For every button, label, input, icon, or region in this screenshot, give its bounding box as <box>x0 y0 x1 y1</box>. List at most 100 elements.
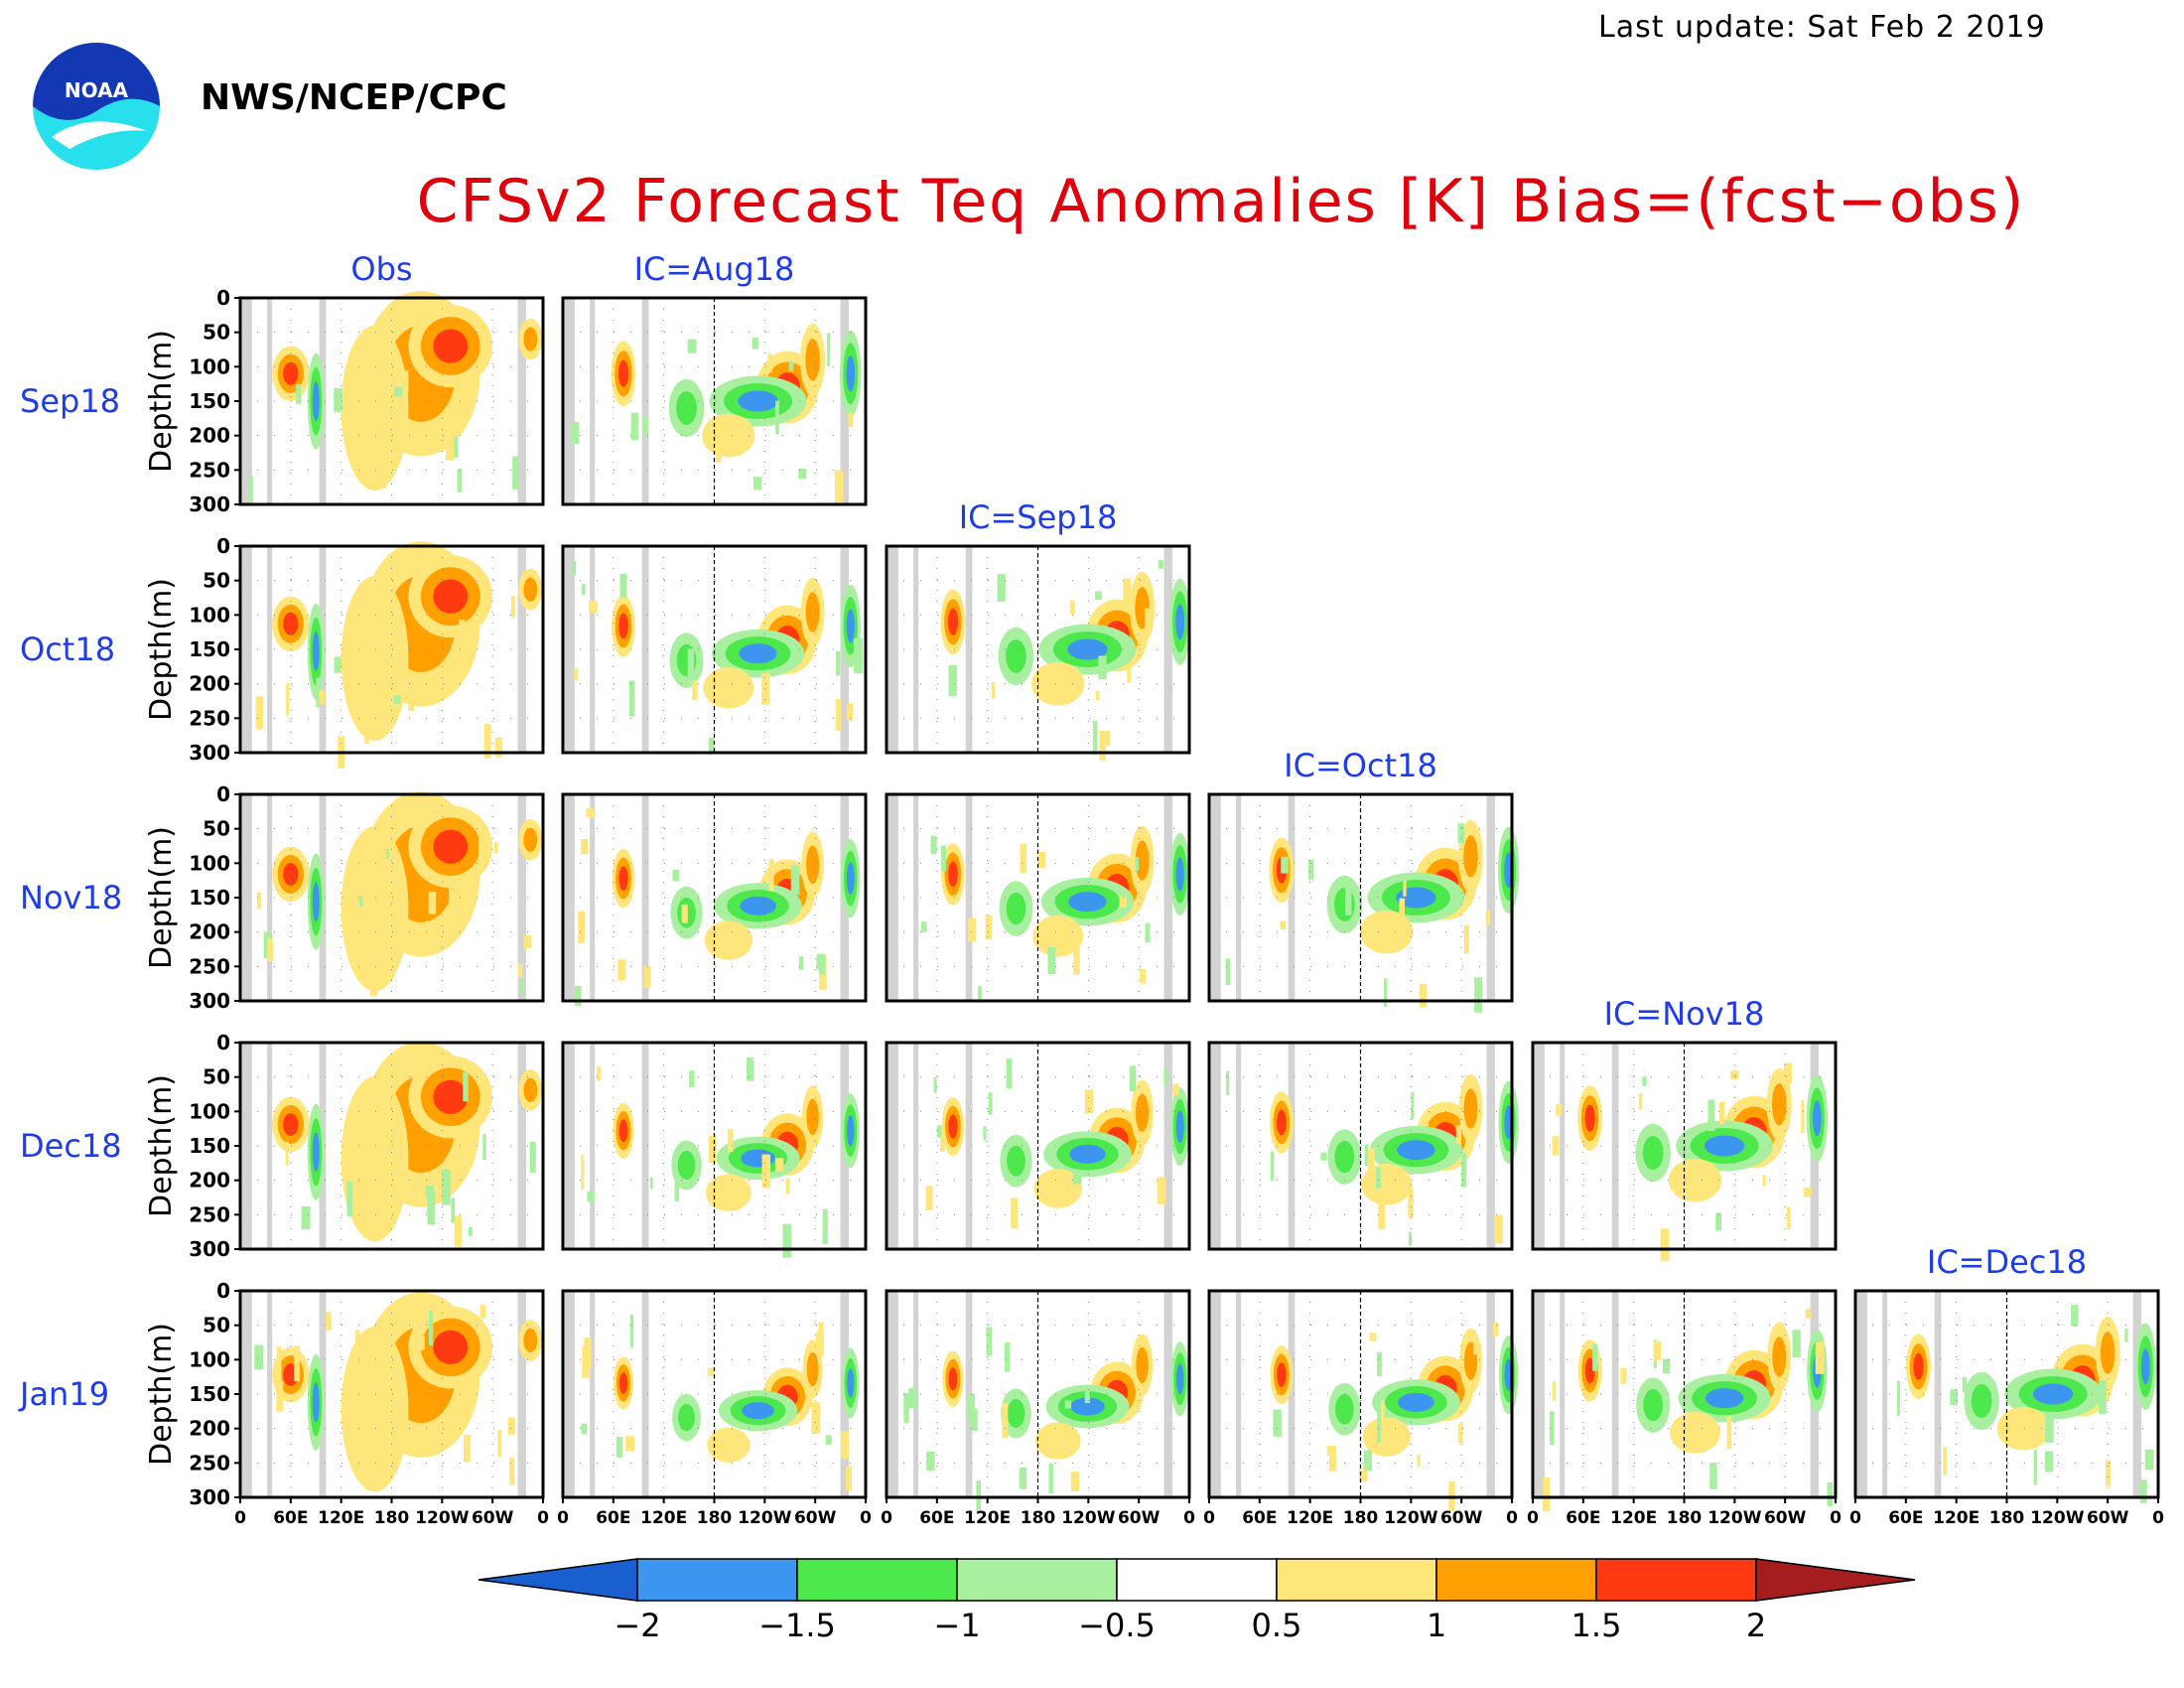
land-mask <box>241 546 252 753</box>
anomaly-patch <box>1019 1467 1027 1489</box>
anomaly-patch <box>619 573 627 598</box>
panel-jan19-2: 0 60E 120E 180 120W 60W 0 <box>881 1289 1195 1528</box>
anomaly-patch <box>1226 1070 1230 1095</box>
x-tick-label: 60W <box>472 1508 514 1528</box>
panel-sep18-1: IC=Aug18 <box>561 250 868 506</box>
anomaly-contour <box>618 613 628 639</box>
land-mask <box>517 546 527 753</box>
anomaly-patch <box>1792 1330 1801 1358</box>
y-tick-label: 50 <box>203 817 230 841</box>
x-tick-label: 120W <box>415 1508 469 1528</box>
anomaly-patch <box>2099 1379 2107 1415</box>
y-tick-label: 0 <box>216 534 230 558</box>
y-tick-label: 100 <box>189 354 230 378</box>
anomaly-patch <box>276 1346 282 1381</box>
anomaly-patch <box>1638 1093 1643 1110</box>
anomaly-contour <box>1996 1406 2051 1451</box>
anomaly-patch <box>1140 968 1147 984</box>
anomaly-patch <box>1784 1062 1793 1083</box>
land-mask <box>1611 1043 1619 1249</box>
anomaly-patch <box>672 869 680 882</box>
panel-jan19-3: 0 60E 120E 180 120W 60W 0 <box>1203 1289 1519 1528</box>
panel-frame <box>885 544 1191 755</box>
anomaly-patch <box>1363 1450 1373 1472</box>
anomaly-patch <box>1662 1358 1671 1373</box>
anomaly-patch <box>1364 1144 1369 1167</box>
anomaly-patch <box>930 835 937 855</box>
x-tick-label: 0 <box>1830 1508 1842 1528</box>
anomaly-patch <box>643 965 651 988</box>
anomaly-patch <box>1359 1470 1368 1482</box>
anomaly-contour <box>2140 1348 2150 1385</box>
anomaly-patch <box>334 388 342 412</box>
anomaly-contour <box>1584 1104 1595 1132</box>
anomaly-contour <box>1334 1140 1355 1174</box>
anomaly-contour <box>283 612 299 635</box>
colorbar-label: −0.5 <box>1078 1607 1156 1644</box>
x-tick-label: 120E <box>640 1508 687 1528</box>
y-tick-label: 150 <box>189 1382 230 1406</box>
anomaly-patch <box>393 695 401 705</box>
anomaly-patch <box>581 839 589 854</box>
colorbar-segment <box>1276 1558 1437 1602</box>
x-tick-label: 60E <box>1566 1508 1600 1528</box>
land-mask <box>1210 1043 1221 1249</box>
land-mask <box>590 794 596 1001</box>
anomaly-patch <box>1123 578 1132 605</box>
anomaly-patch <box>767 353 772 373</box>
anomaly-contour <box>1006 892 1026 925</box>
x-tick-label: 0 <box>2152 1508 2164 1528</box>
anomaly-contour <box>1277 1362 1287 1387</box>
anomaly-patch <box>1943 1447 1947 1476</box>
y-tick-label: 200 <box>189 672 230 696</box>
anomaly-patch <box>986 1327 993 1356</box>
panel-dec18-1 <box>561 1041 868 1258</box>
anomaly-patch <box>1827 1481 1834 1507</box>
land-mask <box>887 546 898 753</box>
land-mask <box>1236 794 1242 1001</box>
anomaly-patch <box>574 985 582 1006</box>
anomaly-patch <box>782 1223 792 1258</box>
y-tick-label: 250 <box>189 458 230 482</box>
land-mask <box>1534 1043 1545 1249</box>
anomaly-patch <box>642 416 648 436</box>
x-tick-label: 120W <box>1707 1508 1761 1528</box>
anomaly-patch <box>1620 1367 1627 1384</box>
panel-nov18-2 <box>885 792 1191 1003</box>
anomaly-patch <box>798 469 807 480</box>
anomaly-contour <box>2100 1332 2116 1374</box>
anomaly-contour <box>433 1079 469 1114</box>
panel-background <box>563 794 866 1001</box>
land-mask <box>1560 1043 1566 1249</box>
anomaly-patch <box>1320 1152 1327 1161</box>
anomaly-patch <box>1719 1101 1725 1125</box>
anomaly-patch <box>497 1430 501 1458</box>
anomaly-patch <box>364 718 370 745</box>
last-update-text: Last update: Sat Feb 2 2019 <box>1598 10 2046 45</box>
anomaly-patch <box>267 937 273 962</box>
anomaly-patch <box>517 963 523 978</box>
anomaly-contour <box>1670 1412 1720 1454</box>
x-tick-label: 60E <box>919 1508 954 1528</box>
land-mask <box>241 794 252 1001</box>
anomaly-patch <box>1037 851 1046 869</box>
anomaly-contour <box>1034 1422 1081 1460</box>
anomaly-patch <box>301 1205 311 1230</box>
land-mask <box>1288 794 1296 1001</box>
y-tick-label: 200 <box>189 920 230 944</box>
anomaly-patch <box>2124 1328 2128 1342</box>
anomaly-patch <box>825 1435 832 1445</box>
anomaly-contour <box>847 1368 855 1398</box>
anomaly-patch <box>400 370 409 394</box>
anomaly-patch <box>1145 608 1151 628</box>
anomaly-contour <box>2032 1383 2074 1405</box>
x-tick-label: 120W <box>1384 1508 1437 1528</box>
anomaly-contour <box>341 825 409 992</box>
anomaly-contour <box>706 1174 751 1211</box>
anomaly-patch <box>1803 1187 1812 1197</box>
x-tick-label: 60W <box>794 1508 837 1528</box>
anomaly-contour <box>846 355 856 392</box>
anomaly-patch <box>1270 1151 1274 1181</box>
anomaly-patch <box>316 677 320 708</box>
anomaly-patch <box>1281 856 1289 874</box>
